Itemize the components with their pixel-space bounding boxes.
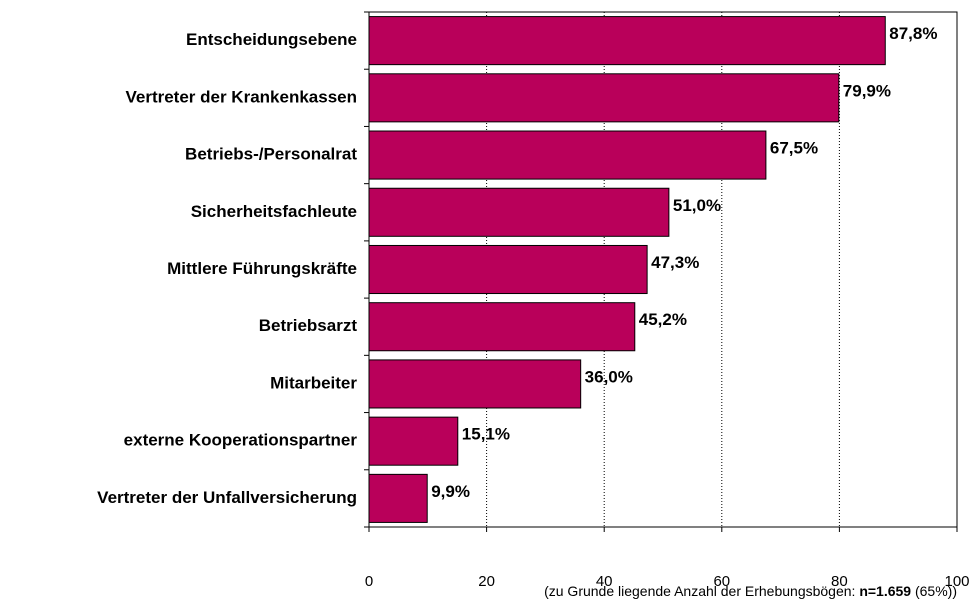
value-label: 87,8% (889, 24, 937, 43)
bar (368, 244, 648, 295)
value-label: 67,5% (770, 139, 818, 158)
value-label: 51,0% (673, 196, 721, 215)
x-tick-label: 40 (596, 573, 613, 590)
value-label: 47,3% (651, 253, 699, 272)
bar (368, 73, 840, 123)
bar (368, 416, 459, 466)
value-label: 15,1% (462, 425, 510, 444)
bar (368, 187, 670, 237)
category-label: Betriebsarzt (259, 316, 358, 335)
category-label: externe Kooperationspartner (124, 431, 358, 450)
footnote-part: (65%)) (911, 583, 957, 599)
footnote-part: (zu Grunde liegende Anzahl der Erhebungs… (544, 583, 859, 599)
bar (368, 130, 767, 180)
bar (368, 473, 428, 523)
category-label: Entscheidungsebene (186, 30, 357, 49)
category-label: Mittlere Führungskräfte (167, 259, 357, 278)
x-tick-label: 20 (478, 573, 495, 590)
value-label: 36,0% (585, 367, 633, 386)
category-label: Betriebs-/Personalrat (185, 145, 357, 164)
value-label: 79,9% (843, 81, 891, 100)
category-label: Sicherheitsfachleute (191, 202, 357, 221)
value-label: 9,9% (431, 482, 470, 501)
x-tick-label: 0 (365, 573, 373, 590)
bar (368, 302, 636, 352)
footnote: (zu Grunde liegende Anzahl der Erhebungs… (544, 583, 957, 599)
x-tick-label: 100 (944, 573, 969, 590)
bar (368, 359, 582, 409)
category-label: Mitarbeiter (270, 373, 357, 392)
footnote-part: n=1.659 (859, 583, 911, 599)
x-tick-label: 80 (831, 573, 848, 590)
bar (368, 16, 886, 66)
category-label: Vertreter der Unfallversicherung (97, 488, 357, 507)
category-label: Vertreter der Krankenkassen (125, 87, 357, 106)
x-tick-label: 60 (713, 573, 730, 590)
value-label: 45,2% (639, 310, 687, 329)
